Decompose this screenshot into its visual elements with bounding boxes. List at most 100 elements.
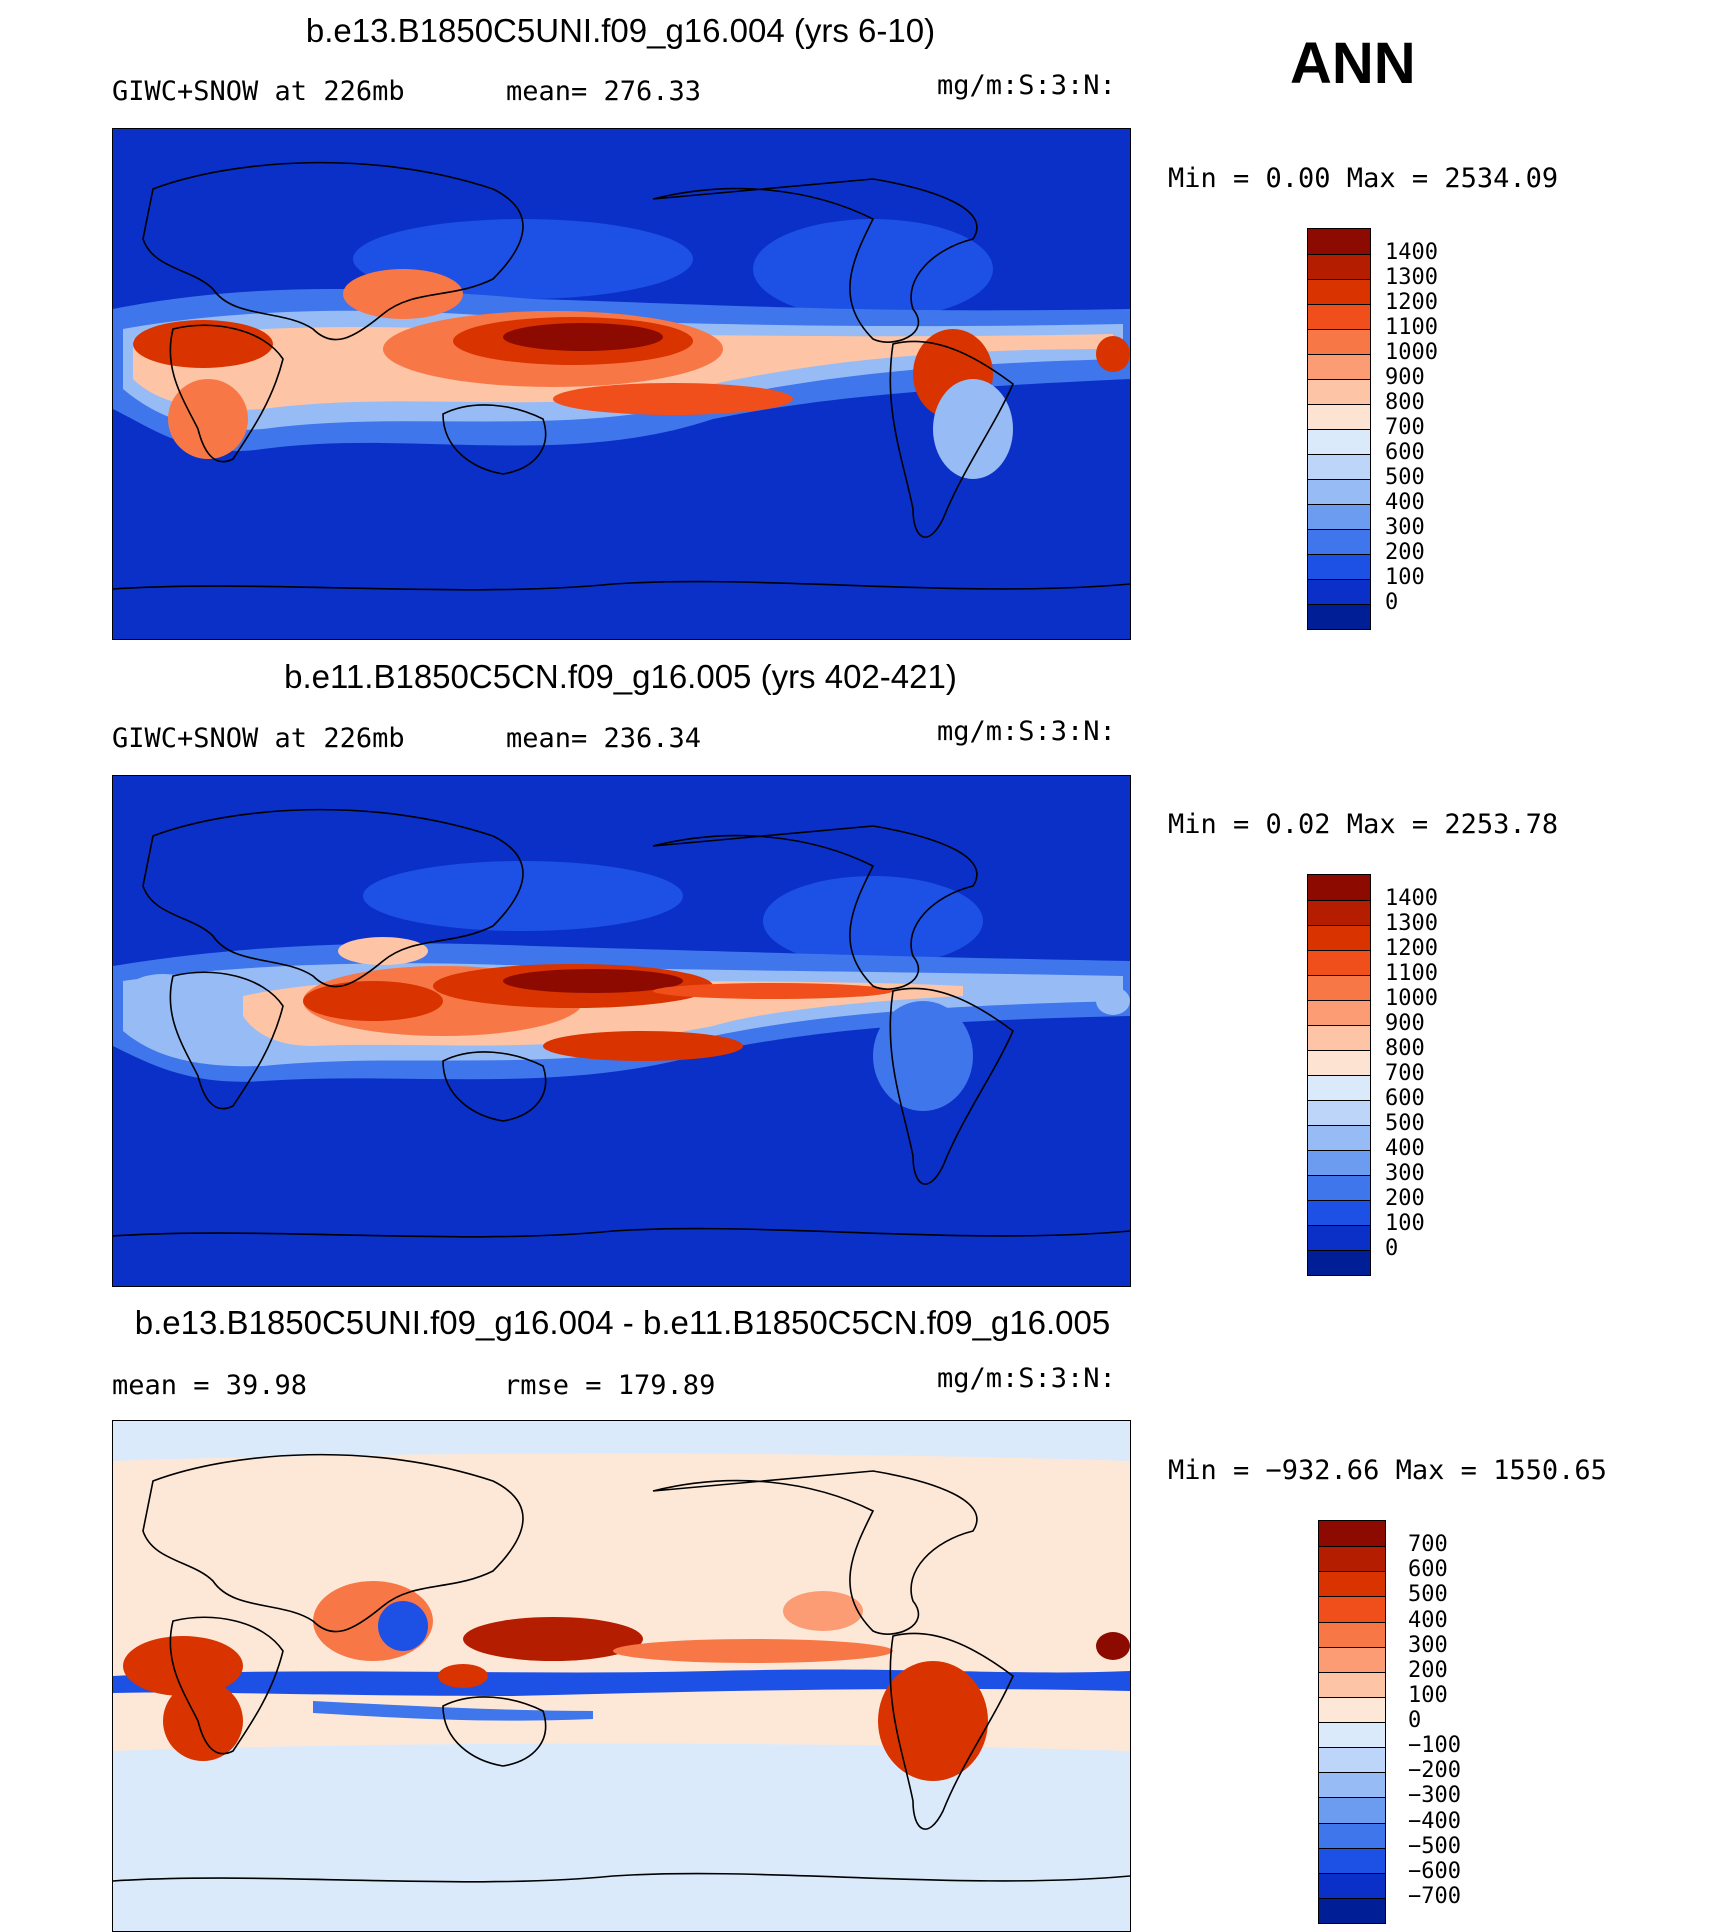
colorbar-segment: [1319, 1872, 1385, 1898]
panel-1-minmax: Min = 0.00 Max = 2534.09: [1168, 163, 1559, 194]
colorbar-tick-label: 900: [1385, 365, 1425, 390]
colorbar-segment: [1308, 1225, 1370, 1250]
colorbar-tick-label: −200: [1408, 1758, 1461, 1784]
colorbar-tick-label: −400: [1408, 1808, 1461, 1834]
colorbar-segment: [1308, 1150, 1370, 1175]
colorbar-tick-label: 1100: [1385, 961, 1438, 986]
colorbar-segment: [1319, 1897, 1385, 1923]
colorbar-tick-label: 700: [1385, 415, 1425, 440]
colorbar-segment: [1319, 1646, 1385, 1672]
colorbar-tick-label: 1400: [1385, 240, 1438, 265]
colorbar-segment: [1308, 379, 1370, 404]
colorbar-tick-label: 600: [1385, 440, 1425, 465]
colorbar-tick-label: 300: [1385, 1161, 1425, 1186]
panel-3-rmse: rmse = 179.89: [504, 1370, 716, 1401]
colorbar-tick-label: 400: [1385, 490, 1425, 515]
colorbar-tick-label: −700: [1408, 1883, 1461, 1909]
colorbar-tick-label: 700: [1385, 1061, 1425, 1086]
colorbar-segment: [1308, 1000, 1370, 1025]
colorbar-segment: [1308, 604, 1370, 629]
colorbar-tick-label: 100: [1385, 565, 1425, 590]
panel-1-field: [113, 129, 1130, 639]
colorbar-segment: [1319, 1621, 1385, 1647]
colorbar-tick-label: 600: [1408, 1557, 1448, 1583]
panel-3-minmax: Min = −932.66 Max = 1550.65: [1168, 1455, 1607, 1486]
panel-3-mean: mean = 39.98: [112, 1370, 308, 1401]
colorbar-tick-label: 700: [1408, 1532, 1448, 1558]
colorbar-segment: [1308, 1075, 1370, 1100]
colorbar-segment: [1308, 279, 1370, 304]
colorbar-tick-label: −100: [1408, 1733, 1461, 1759]
colorbar-tick-label: −600: [1408, 1858, 1461, 1884]
colorbar-tick-label: 300: [1408, 1632, 1448, 1658]
colorbar-segment: [1308, 1125, 1370, 1150]
colorbar-segment: [1319, 1847, 1385, 1873]
colorbar-segment: [1308, 229, 1370, 254]
colorbar-tick-label: 0: [1385, 590, 1399, 615]
colorbar-segment: [1308, 329, 1370, 354]
colorbar-segment: [1319, 1571, 1385, 1597]
panel-2-map: [112, 775, 1131, 1287]
colorbar-tick-label: 0: [1408, 1708, 1422, 1733]
colorbar-segment: [1308, 254, 1370, 279]
colorbar-tick-label: 800: [1385, 1036, 1425, 1061]
colorbar-segment: [1308, 404, 1370, 429]
panel-3-map: [112, 1420, 1131, 1932]
colorbar-segment: [1319, 1772, 1385, 1798]
colorbar-tick-label: 400: [1385, 1136, 1425, 1161]
colorbar-tick-label: 500: [1385, 465, 1425, 490]
colorbar-tick-label: 1100: [1385, 315, 1438, 340]
colorbar-box: [1307, 874, 1371, 1276]
colorbar-segment: [1319, 1747, 1385, 1773]
panel-3-field: [113, 1421, 1130, 1931]
colorbar-tick-label: 100: [1385, 1211, 1425, 1236]
colorbar-segment: [1308, 900, 1370, 925]
colorbar-segment: [1308, 454, 1370, 479]
colorbar-tick-label: 500: [1408, 1582, 1448, 1608]
colorbar-tick-label: 600: [1385, 1086, 1425, 1111]
colorbar-segment: [1308, 1200, 1370, 1225]
colorbar-segment: [1308, 354, 1370, 379]
panel-2-field: [113, 776, 1130, 1286]
colorbar-segment: [1308, 1100, 1370, 1125]
colorbar-segment: [1308, 950, 1370, 975]
colorbar-segment: [1319, 1822, 1385, 1848]
colorbar-segment: [1319, 1797, 1385, 1823]
panel-1-title: b.e13.B1850C5UNI.f09_g16.004 (yrs 6-10): [305, 12, 936, 49]
colorbar-segment: [1319, 1671, 1385, 1697]
colorbar-tick-label: 1000: [1385, 340, 1438, 365]
colorbar-segment: [1319, 1696, 1385, 1722]
panel-2-units: mg/m:S:3:N:: [937, 716, 1116, 747]
colorbar-segment: [1308, 1175, 1370, 1200]
colorbar-tick-label: 200: [1385, 1186, 1425, 1211]
panel-1-variable: GIWC+SNOW at 226mb: [112, 76, 405, 107]
colorbar-tick-label: 1000: [1385, 986, 1438, 1011]
colorbar-segment: [1308, 579, 1370, 604]
colorbar-tick-label: 500: [1385, 1111, 1425, 1136]
colorbar-tick-label: 900: [1385, 1011, 1425, 1036]
panel-2-minmax: Min = 0.02 Max = 2253.78: [1168, 809, 1559, 840]
colorbar-tick-label: 800: [1385, 390, 1425, 415]
panel-3-units: mg/m:S:3:N:: [937, 1363, 1116, 1394]
colorbar-tick-label: 0: [1385, 1236, 1399, 1261]
colorbar-tick-label: −500: [1408, 1833, 1461, 1859]
colorbar-tick-label: 300: [1385, 515, 1425, 540]
colorbar-segment: [1308, 1025, 1370, 1050]
colorbar-segment: [1308, 1250, 1370, 1275]
panel-3-title: b.e13.B1850C5UNI.f09_g16.004 - b.e11.B18…: [134, 1304, 1111, 1341]
colorbar-segment: [1319, 1596, 1385, 1622]
colorbar-tick-label: −300: [1408, 1783, 1461, 1809]
colorbar-segment: [1319, 1722, 1385, 1748]
colorbar-tick-label: 200: [1385, 540, 1425, 565]
panel-1-units: mg/m:S:3:N:: [937, 70, 1116, 101]
colorbar-segment: [1308, 429, 1370, 454]
colorbar-segment: [1308, 1050, 1370, 1075]
colorbar-tick-label: 1200: [1385, 290, 1438, 315]
colorbar-tick-label: 1200: [1385, 936, 1438, 961]
colorbar-segment: [1308, 304, 1370, 329]
colorbar-tick-label: 1300: [1385, 265, 1438, 290]
colorbar-box: [1318, 1520, 1386, 1924]
colorbar-segment: [1308, 554, 1370, 579]
colorbar-segment: [1308, 875, 1370, 900]
colorbar-box: [1307, 228, 1371, 630]
